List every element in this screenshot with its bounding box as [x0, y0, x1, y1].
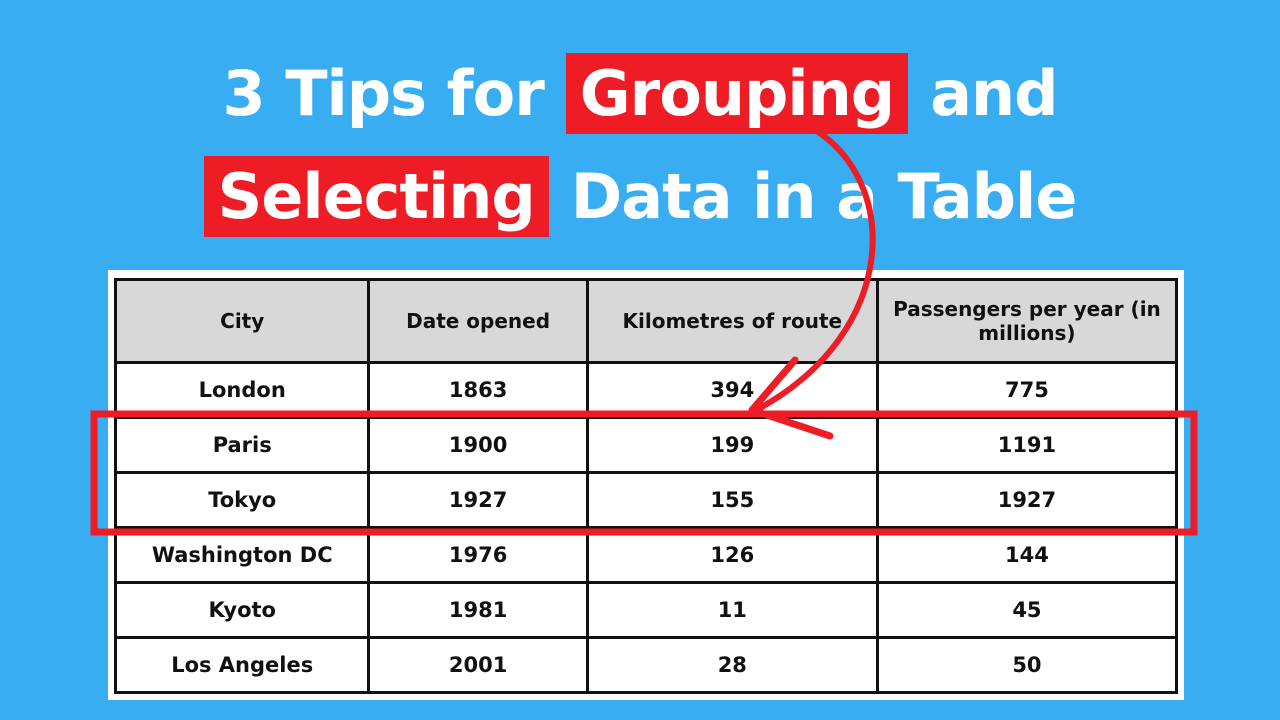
table-row: Washington DC 1976 126 144	[113, 526, 1179, 584]
table-cell: 144	[875, 526, 1179, 584]
table-row: Kyoto 1981 11 45	[113, 581, 1179, 639]
table-cell: 1191	[875, 416, 1179, 474]
table-cell: 1981	[367, 581, 589, 639]
title-highlight: Grouping	[565, 52, 909, 134]
table-row: Paris 1900 199 1191	[113, 416, 1179, 474]
title-line: 3 Tips for Grouping and	[0, 50, 1280, 136]
table-row: Los Angeles 2001 28 50	[113, 636, 1179, 694]
table-row: London 1863 394 775	[113, 361, 1179, 419]
header-cell: City	[113, 278, 371, 364]
title-text: Data in a Table	[570, 159, 1078, 233]
header-row: City Date opened Kilometres of route Passen…	[113, 278, 1179, 364]
title-text: and	[930, 56, 1058, 130]
header-cell: Date opened	[367, 278, 589, 364]
table-cell: 1927	[367, 471, 589, 529]
table-row: Tokyo 1927 155 1927	[113, 471, 1179, 529]
header-cell: Passengers per year (in millions)	[875, 278, 1179, 364]
table-cell: 155	[585, 471, 879, 529]
table-cell: Kyoto	[113, 581, 371, 639]
table-cell: 1863	[367, 361, 589, 419]
table-cell: 1900	[367, 416, 589, 474]
table-cell: 1927	[875, 471, 1179, 529]
title-text: 3 Tips for	[222, 56, 544, 130]
table-cell: 394	[585, 361, 879, 419]
table-cell: 2001	[367, 636, 589, 694]
table-cell: Los Angeles	[113, 636, 371, 694]
table-cell: 11	[585, 581, 879, 639]
title-line: Selecting Data in a Table	[0, 148, 1280, 244]
table-cell: Tokyo	[113, 471, 371, 529]
table-cell: 199	[585, 416, 879, 474]
table-cell: 775	[875, 361, 1179, 419]
table-cell: London	[113, 361, 371, 419]
table-cell: 45	[875, 581, 1179, 639]
table-cell: Washington DC	[113, 526, 371, 584]
table-cell: 28	[585, 636, 879, 694]
table-cell: 126	[585, 526, 879, 584]
data-table: City Date opened Kilometres of route Passen…	[113, 278, 1179, 694]
table-cell: 1976	[367, 526, 589, 584]
table-cell: Paris	[113, 416, 371, 474]
table-cell: 50	[875, 636, 1179, 694]
title-highlight: Selecting	[203, 155, 549, 237]
header-cell: Kilometres of route	[585, 278, 879, 364]
